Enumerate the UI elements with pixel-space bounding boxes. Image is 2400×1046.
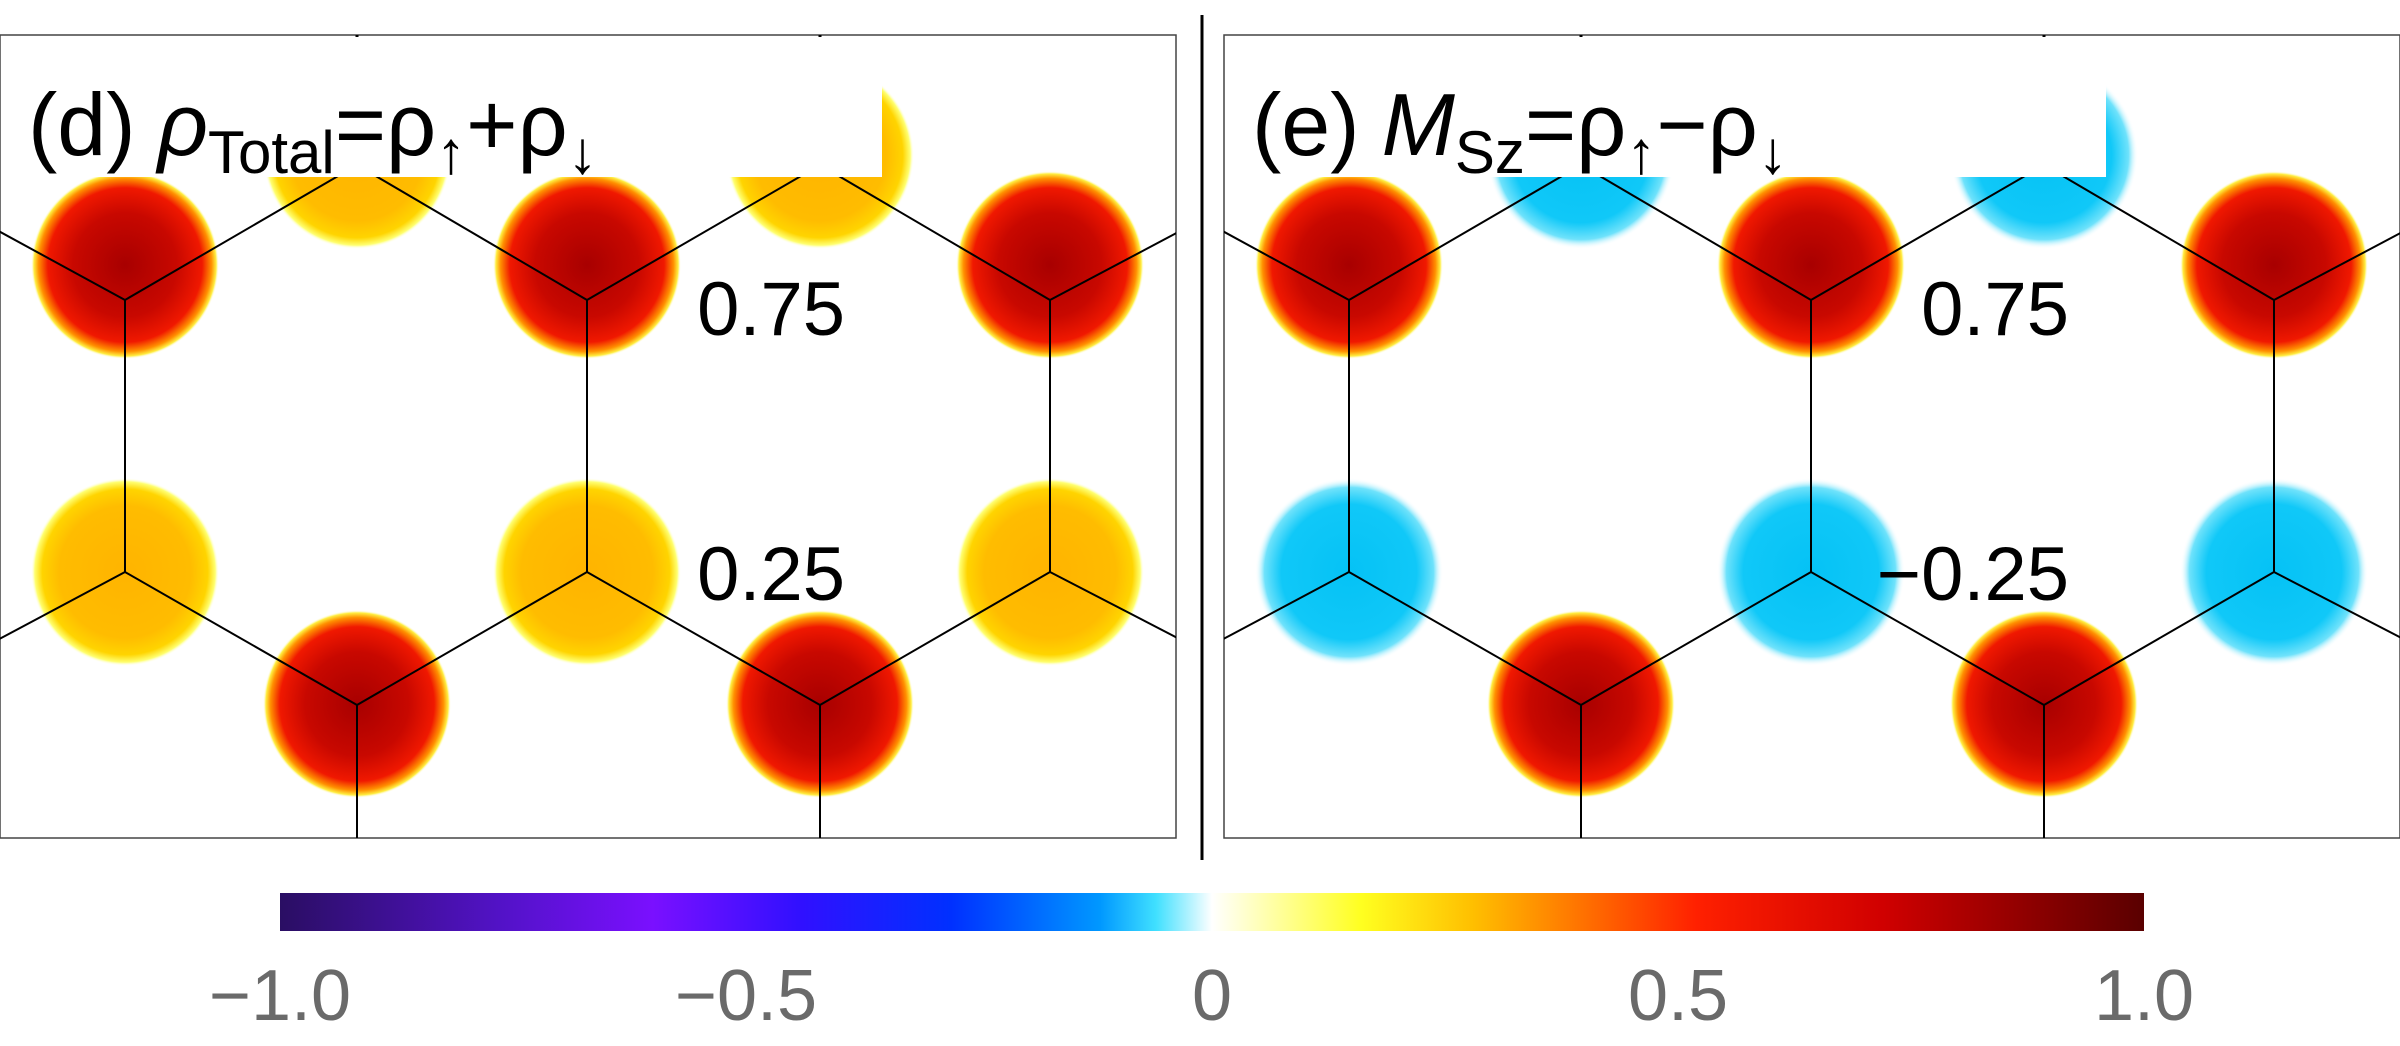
lattice-bond	[124, 164, 358, 301]
panel-title: (e) MSz=ρ↑−ρ↓	[1252, 75, 1788, 186]
lattice-bond	[2273, 571, 2400, 639]
lattice-site-a	[31, 171, 219, 359]
lattice-bond	[1810, 571, 2045, 706]
colorbar-tick-2: 0	[1192, 956, 1232, 1036]
lattice-bond	[0, 230, 126, 301]
value-label-a: 0.75	[697, 267, 845, 352]
lattice-bond	[1224, 230, 1350, 301]
title-formula-plus: +ρ	[466, 75, 567, 174]
title-formula-down: ↓	[568, 119, 598, 186]
title-formula-up: ↑	[1626, 119, 1656, 186]
lattice-bond	[586, 164, 821, 301]
title-label: (e)	[1252, 75, 1360, 174]
lattice-bond	[0, 571, 126, 640]
lattice-bond	[819, 571, 1051, 706]
title-formula-sub: Total	[208, 119, 335, 186]
panel-d: (d) ρTotal=ρ↑+ρ↓ 0.75 0.25	[0, 34, 1177, 839]
colorbar-tick-3: 0.5	[1628, 956, 1728, 1036]
lattice-bond	[2043, 164, 2275, 301]
colorbar-gradient	[280, 893, 2144, 931]
panel-title: (d) ρTotal=ρ↑+ρ↓	[28, 75, 598, 186]
title-formula-up: ↑	[436, 119, 466, 186]
lattice-bond	[586, 571, 821, 706]
lattice-bond	[1580, 164, 1812, 301]
lattice-site-a	[1255, 171, 1443, 359]
lattice-bond	[1224, 571, 1350, 640]
lattice-bond	[356, 571, 588, 706]
lattice-site-a	[2180, 171, 2368, 359]
title-formula-plus: −ρ	[1656, 75, 1757, 174]
lattice-site-a	[956, 171, 1144, 359]
colorbar-tick-4: 1.0	[2094, 956, 2194, 1036]
title-background	[2, 37, 882, 177]
title-label: (d)	[28, 75, 136, 174]
lattice-bond	[1348, 571, 1582, 706]
panel-e: (e) MSz=ρ↑−ρ↓ 0.75 −0.25	[1223, 34, 2400, 839]
lattice-bond	[1580, 571, 1812, 706]
title-background	[1226, 37, 2106, 177]
title-formula-rest: =ρ	[1525, 75, 1626, 174]
value-label-b: −0.25	[1877, 532, 2069, 617]
value-label-a: 0.75	[1921, 267, 2069, 352]
colorbar: −1.0 −0.5 0 0.5 1.0	[209, 893, 2194, 1036]
lattice-bond	[1049, 571, 1176, 639]
value-label-b: 0.25	[697, 532, 845, 617]
lattice-bond	[819, 164, 1051, 301]
lattice-bond	[124, 571, 358, 706]
lattice-site-a	[1717, 171, 1905, 359]
title-formula-down: ↓	[1758, 119, 1788, 186]
lattice-bond	[1810, 164, 2045, 301]
lattice-bond	[2043, 571, 2275, 706]
colorbar-tick-1: −0.5	[675, 956, 817, 1036]
title-formula-rest: =ρ	[335, 75, 436, 174]
lattice-site-a	[493, 171, 681, 359]
lattice-bond	[356, 164, 588, 301]
lattice-bond	[1049, 232, 1176, 301]
lattice-bond	[2273, 232, 2400, 301]
title-formula-main: M	[1382, 75, 1456, 174]
title-formula-sub: Sz	[1455, 119, 1525, 186]
colorbar-tick-0: −1.0	[209, 956, 351, 1036]
title-formula-main: ρ	[155, 75, 208, 174]
lattice-bond	[1348, 164, 1582, 301]
